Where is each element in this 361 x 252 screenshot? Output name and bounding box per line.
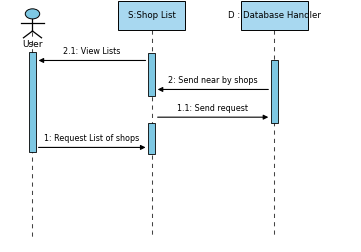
Text: 1: Request List of shops: 1: Request List of shops: [44, 134, 140, 143]
Bar: [241, 1, 308, 30]
Bar: [148, 53, 155, 96]
Text: User: User: [22, 40, 43, 49]
Text: 2: Send near by shops: 2: Send near by shops: [168, 76, 258, 85]
Bar: [118, 1, 185, 30]
Bar: [271, 60, 278, 123]
Text: D : Database Handler: D : Database Handler: [228, 11, 321, 20]
Text: 2.1: View Lists: 2.1: View Lists: [64, 47, 121, 56]
Text: S:Shop List: S:Shop List: [128, 11, 175, 20]
Bar: [148, 123, 155, 154]
Circle shape: [25, 9, 40, 19]
Bar: [29, 52, 36, 152]
Text: 1.1: Send request: 1.1: Send request: [178, 104, 248, 113]
